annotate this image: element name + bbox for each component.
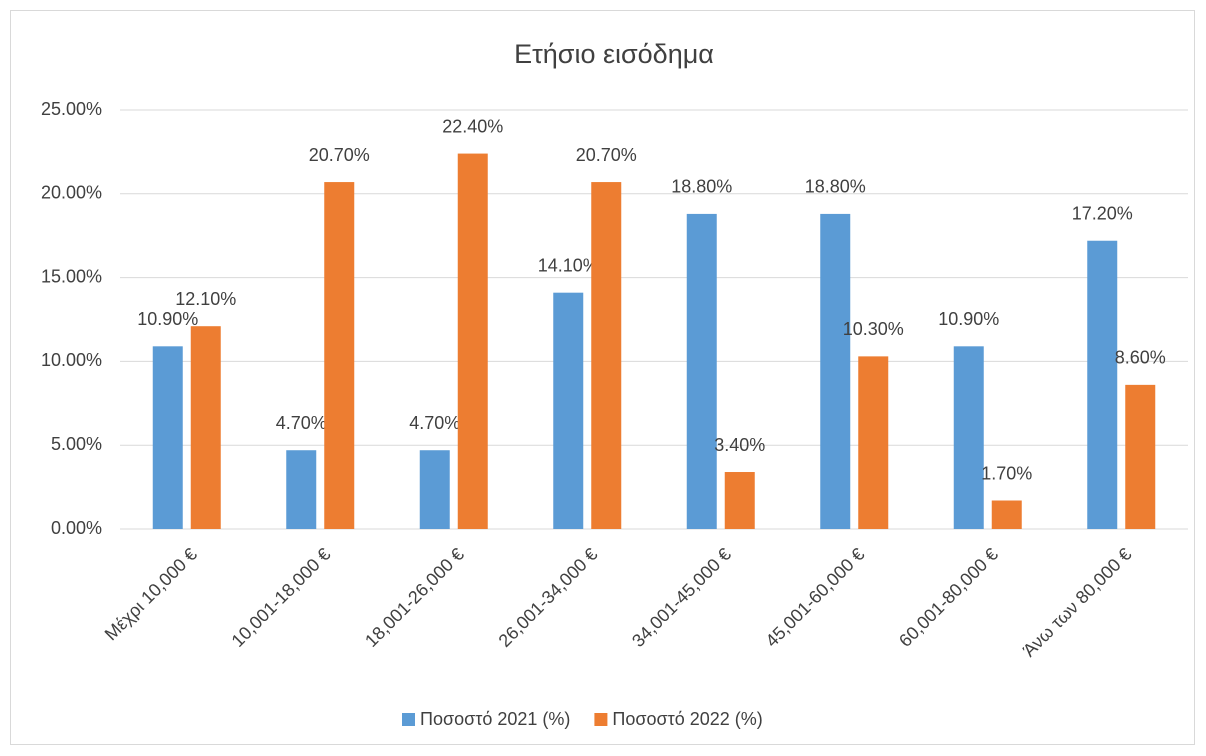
chart-title: Ετήσιο εισόδημα — [514, 39, 714, 69]
value-label: 1.70% — [981, 463, 1032, 483]
legend-swatch — [402, 713, 415, 726]
bar — [419, 450, 450, 529]
bar — [991, 500, 1022, 529]
y-tick-label: 15.00% — [41, 266, 102, 286]
value-label: 17.20% — [1072, 203, 1133, 223]
y-tick-label: 20.00% — [41, 183, 102, 203]
value-label: 12.10% — [175, 289, 236, 309]
bar — [724, 472, 755, 529]
value-label: 18.80% — [805, 177, 866, 197]
bar — [953, 346, 984, 529]
bar — [286, 450, 317, 529]
bar — [1087, 240, 1118, 529]
bar — [686, 213, 717, 530]
value-label: 20.70% — [309, 145, 370, 165]
value-label: 18.80% — [671, 177, 732, 197]
bar — [457, 153, 488, 530]
value-label: 10.90% — [137, 309, 198, 329]
bar — [1125, 384, 1156, 529]
value-label: 4.70% — [409, 413, 460, 433]
value-label: 10.90% — [938, 309, 999, 329]
value-label: 4.70% — [276, 413, 327, 433]
y-tick-label: 5.00% — [51, 434, 102, 454]
y-tick-label: 0.00% — [51, 518, 102, 538]
y-tick-label: 10.00% — [41, 350, 102, 370]
bar — [152, 346, 183, 529]
value-label: 8.60% — [1115, 348, 1166, 368]
bar — [553, 292, 584, 529]
y-tick-label: 25.00% — [41, 99, 102, 119]
bar — [820, 213, 851, 530]
bar — [591, 182, 622, 529]
value-label: 3.40% — [714, 435, 765, 455]
legend-label: Ποσοστό 2021 (%) — [420, 709, 570, 729]
value-label: 10.30% — [843, 319, 904, 339]
bar — [324, 182, 355, 529]
bar — [858, 356, 889, 529]
legend-swatch — [594, 713, 608, 726]
legend-label: Ποσοστό 2022 (%) — [612, 709, 762, 729]
value-label: 22.40% — [442, 116, 503, 136]
value-label: 20.70% — [576, 145, 637, 165]
bar — [190, 326, 221, 529]
value-label: 14.10% — [538, 255, 599, 275]
